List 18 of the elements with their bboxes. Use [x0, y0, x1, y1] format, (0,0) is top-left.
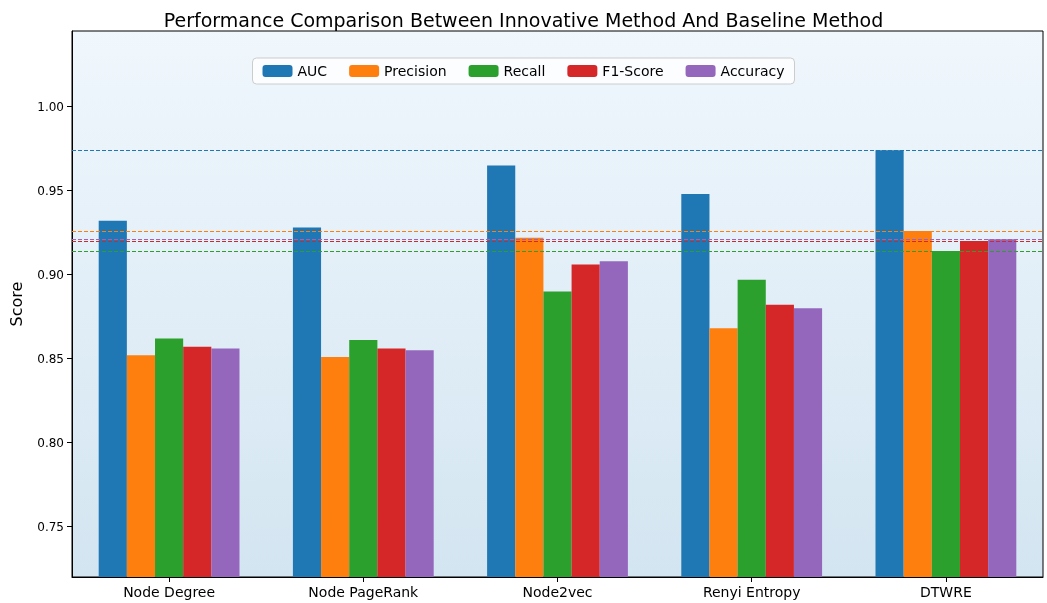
x-tick-label: Node PageRank	[308, 584, 420, 600]
legend-label: Precision	[384, 63, 447, 79]
legend-label: Accuracy	[720, 63, 785, 79]
x-tick-label: Node2vec	[522, 584, 593, 600]
x-tick-label: Node Degree	[123, 584, 216, 600]
legend-label: AUC	[297, 63, 328, 79]
y-tick-label: 1.00	[37, 99, 64, 114]
legend-label: F1-Score	[602, 63, 664, 79]
y-tick-label: 0.95	[37, 183, 64, 198]
legend-label: Recall	[503, 63, 546, 79]
y-tick-label: 0.75	[37, 519, 64, 534]
y-tick-label: 0.85	[37, 351, 64, 366]
y-tick-label: 0.80	[37, 435, 64, 450]
y-axis-title: Score	[6, 281, 26, 327]
chart-title: Performance Comparison Between Innovative Method And Baseline Method	[163, 8, 884, 31]
x-tick-label: DTWRE	[920, 584, 972, 600]
y-tick-label: 0.90	[37, 267, 64, 282]
x-tick-label: Renyi Entropy	[702, 584, 801, 600]
